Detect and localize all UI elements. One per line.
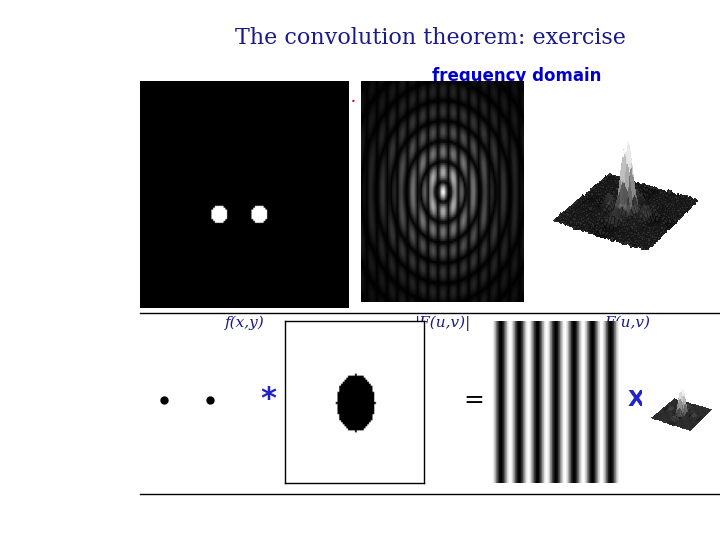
Text: frequency domain: frequency domain bbox=[433, 66, 602, 85]
Text: *: * bbox=[260, 385, 276, 414]
Text: =: = bbox=[463, 388, 484, 411]
Text: •: • bbox=[146, 88, 157, 106]
Text: |F(u,v)|: |F(u,v)| bbox=[414, 316, 470, 332]
Text: f(x,y): f(x,y) bbox=[225, 316, 265, 330]
Text: Computer
Vision: Computer Vision bbox=[24, 65, 116, 104]
Text: What is the FT of …: What is the FT of … bbox=[175, 88, 356, 106]
Text: The convolution theorem: exercise: The convolution theorem: exercise bbox=[235, 27, 626, 49]
Text: F(u,v): F(u,v) bbox=[604, 316, 650, 330]
Text: X: X bbox=[627, 389, 644, 410]
